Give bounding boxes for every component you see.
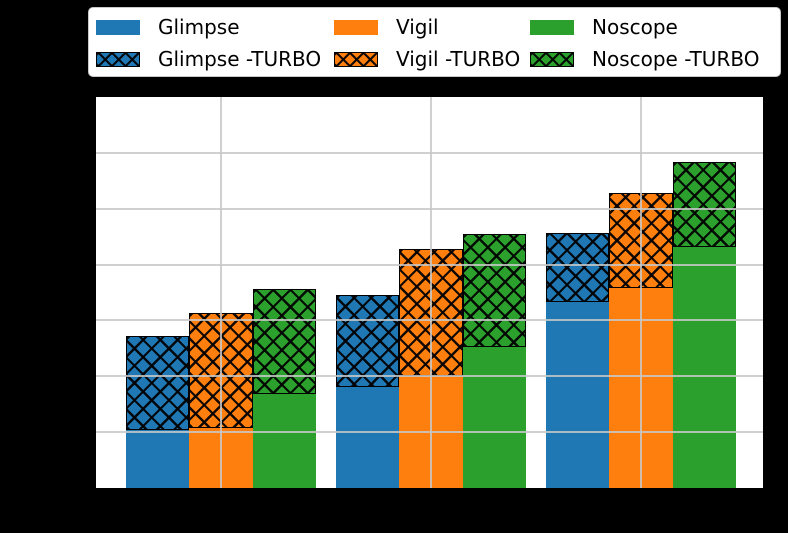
bar-vigil-group-3 (609, 288, 673, 488)
bar-noscope-turbo-group-3 (672, 161, 736, 248)
bar-vigil-turbo-group-3 (609, 193, 673, 288)
bar-glimpse-group-3 (546, 302, 610, 488)
legend-label: Noscope (592, 15, 678, 39)
bar-noscope-turbo-group-2 (462, 233, 526, 348)
plot-area (95, 96, 764, 489)
bar-vigil-group-1 (189, 428, 253, 488)
bar-glimpse-group-2 (336, 386, 400, 488)
bar-noscope-group-2 (462, 347, 526, 488)
legend-item-noscope-turbo: Noscope -TURBO (530, 48, 759, 70)
chart-legend: Glimpse Glimpse -TURBO Vigil Vigil -TURBO No… (88, 7, 781, 77)
bar-glimpse-turbo-group-1 (126, 336, 190, 430)
hatched-color-swatch-icon (530, 51, 574, 67)
legend-label: Glimpse (158, 15, 240, 39)
legend-item-glimpse: Glimpse (96, 16, 240, 38)
color-swatch-icon (530, 19, 574, 35)
bar-noscope-turbo-group-1 (252, 289, 316, 395)
legend-item-vigil: Vigil (334, 16, 439, 38)
bar-noscope-group-3 (672, 247, 736, 488)
color-swatch-icon (334, 19, 378, 35)
legend-label: Vigil -TURBO (396, 47, 521, 71)
bar-vigil-group-2 (399, 376, 463, 488)
y-gridline (96, 151, 763, 154)
bar-vigil-turbo-group-1 (189, 313, 253, 429)
bar-noscope-group-1 (252, 394, 316, 488)
bar-glimpse-turbo-group-2 (336, 295, 400, 387)
hatched-color-swatch-icon (334, 51, 378, 67)
bar-glimpse-group-1 (126, 429, 190, 488)
hatched-color-swatch-icon (96, 51, 140, 67)
legend-label: Glimpse -TURBO (158, 47, 322, 71)
bar-glimpse-turbo-group-3 (546, 233, 610, 302)
legend-item-noscope: Noscope (530, 16, 678, 38)
legend-item-vigil-turbo: Vigil -TURBO (334, 48, 520, 70)
bar-vigil-turbo-group-2 (399, 248, 463, 377)
color-swatch-icon (96, 19, 140, 35)
legend-label: Noscope -TURBO (592, 47, 760, 71)
legend-item-glimpse-turbo: Glimpse -TURBO (96, 48, 321, 70)
legend-label: Vigil (396, 15, 439, 39)
